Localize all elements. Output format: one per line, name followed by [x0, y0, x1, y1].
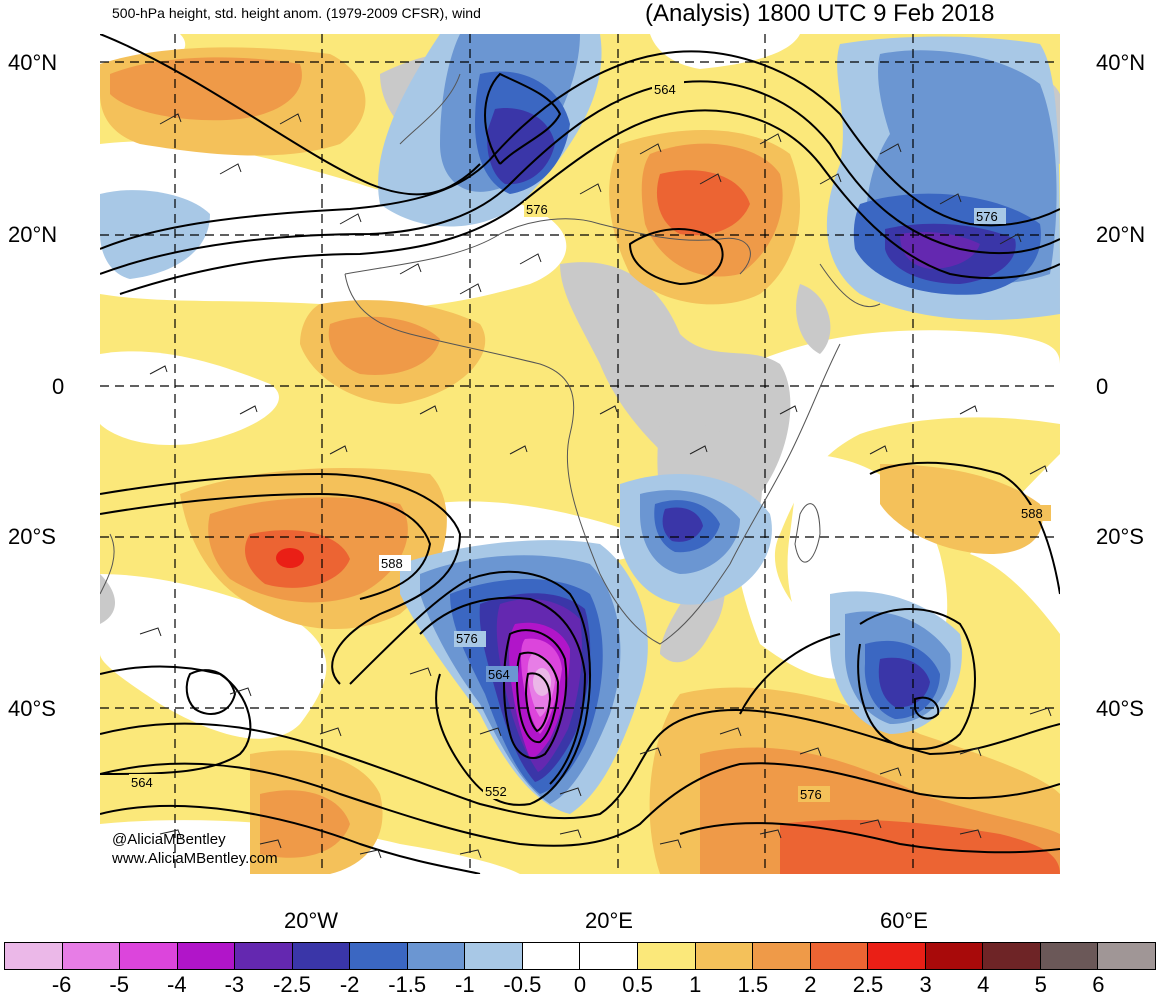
color-bar-swatch	[522, 943, 581, 969]
color-bar-swatch	[753, 943, 811, 969]
height-contours	[100, 34, 1060, 874]
color-bar-swatch	[868, 943, 926, 969]
color-bar-swatch	[177, 943, 236, 969]
map-subtitle: 500-hPa height, std. height anom. (1979-…	[112, 5, 481, 21]
lat-label-20n-right: 20°N	[1096, 222, 1146, 247]
contour-label-588-east: 588	[1021, 506, 1043, 521]
color-bar-label: 1	[689, 972, 702, 997]
anomaly-deep	[496, 232, 980, 772]
color-bar-label: 0.5	[622, 972, 653, 997]
color-bar-label: 4	[977, 972, 990, 997]
color-bar-label: -6	[51, 972, 72, 997]
lat-label-40n-left: 40°N	[8, 50, 58, 75]
contour-label-564-north: 564	[654, 82, 676, 97]
color-bar-swatch	[465, 943, 523, 969]
color-bar-label: -2.5	[273, 972, 311, 997]
credit-website: www.AliciaMBentley.com	[112, 850, 278, 867]
lat-label-40s-right: 40°S	[1096, 696, 1144, 721]
color-bar-swatch	[407, 943, 466, 969]
color-bar-label: -1	[455, 972, 475, 997]
color-bar	[4, 942, 1156, 970]
lat-label-20s-right: 20°S	[1096, 524, 1144, 549]
color-bar-label: 2	[804, 972, 817, 997]
color-bar-label: 5	[1034, 972, 1047, 997]
color-bar-swatch	[638, 943, 696, 969]
contour-label-576-sw: 576	[456, 631, 478, 646]
color-bar-swatch	[810, 943, 869, 969]
color-bar-swatch	[5, 943, 63, 969]
color-bar-label: 0	[573, 972, 587, 997]
color-bar-swatch	[925, 943, 984, 969]
contour-label-588-south: 588	[381, 556, 403, 571]
anomaly-3	[276, 548, 304, 568]
lon-label-20e: 20°E	[585, 908, 633, 933]
lat-label-40n-right: 40°N	[1096, 50, 1146, 75]
credit-handle: @AliciaMBentley	[112, 831, 226, 848]
contour-label-564-low: 564	[488, 667, 510, 682]
color-bar-swatch	[580, 943, 639, 969]
graticule	[100, 34, 1060, 874]
color-bar-label: -2	[339, 972, 360, 997]
coastlines	[100, 73, 881, 645]
lat-label-20n-left: 20°N	[8, 222, 58, 247]
color-bar-label: 1.5	[737, 972, 769, 997]
color-bar-swatch	[1098, 943, 1155, 969]
color-bar-swatch	[1040, 943, 1099, 969]
wind-barbs	[139, 113, 1052, 859]
contour-label-576-east: 576	[976, 209, 998, 224]
color-bar-labels: -6 -5 -4 -3 -2.5 -2 -1.5 -1 -0.5 0 0.5 1 1.5 2 2.5 3 4 5 6	[0, 972, 1160, 998]
lon-label-60e: 60°E	[880, 908, 928, 933]
color-bar-swatch	[695, 943, 754, 969]
lat-label-eq-left: 0	[52, 374, 65, 399]
color-bar-label: 6	[1092, 972, 1105, 997]
contour-label-564-west: 564	[131, 775, 153, 790]
lat-label-20s-left: 20°S	[8, 524, 56, 549]
lon-label-20w: 20°W	[284, 908, 339, 933]
color-bar-label: -0.5	[503, 972, 542, 997]
color-bar-label: 3	[919, 972, 932, 997]
color-bar-swatch	[983, 943, 1041, 969]
map-canvas: 564 576 576 576 588 588 576 564 552 564	[100, 34, 1060, 874]
color-bar-swatch	[292, 943, 351, 969]
lat-label-eq-right: 0	[1096, 374, 1109, 399]
color-bar-label: -5	[109, 972, 129, 997]
contour-value-labels: 564 576 576 576 588 588 576 564 552 564	[129, 81, 1051, 802]
contour-label-552: 552	[485, 784, 507, 799]
color-bar-swatch	[120, 943, 178, 969]
color-bar-swatch	[235, 943, 293, 969]
lat-label-40s-left: 40°S	[8, 696, 56, 721]
contour-label-576-north: 576	[526, 202, 548, 217]
color-bar-swatch	[350, 943, 408, 969]
color-bar-label: -3	[224, 972, 245, 997]
color-bar-swatch	[62, 943, 121, 969]
color-bar-label: -4	[167, 972, 187, 997]
color-bar-label: -1.5	[388, 972, 427, 997]
contour-label-576-south: 576	[800, 787, 822, 802]
map-panel: 564 576 576 576 588 588 576 564 552 564	[100, 34, 1060, 874]
map-title: (Analysis) 1800 UTC 9 Feb 2018	[645, 0, 995, 27]
color-bar-label: 2.5	[852, 972, 884, 997]
